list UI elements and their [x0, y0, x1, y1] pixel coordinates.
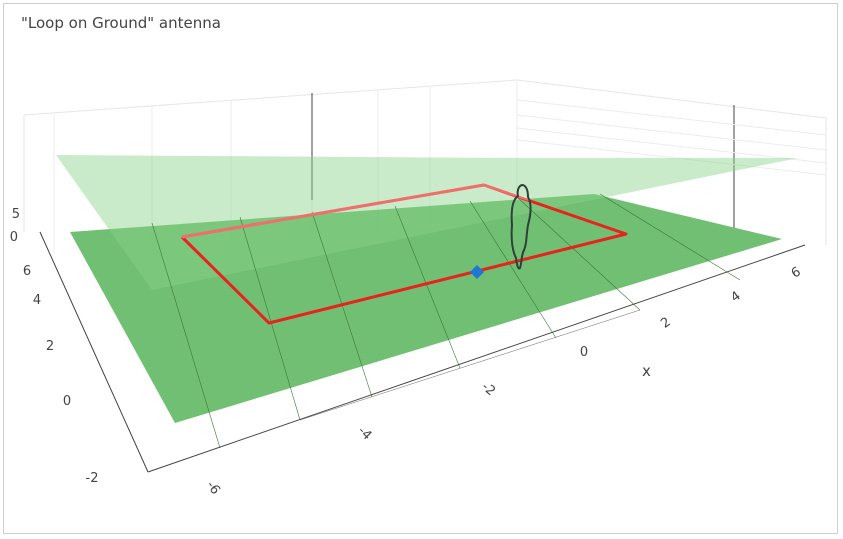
y-tick-label: 6 [23, 264, 31, 279]
floor-grid-line [516, 196, 641, 311]
y-tick-label: 0 [63, 394, 71, 409]
ground-plane [70, 194, 782, 423]
antenna-loop [180, 183, 628, 325]
side-grid-line [516, 114, 827, 151]
side-grid-line [516, 139, 827, 176]
y-tick-label: 4 [33, 293, 41, 308]
x-axis-frame-line [147, 244, 806, 473]
back-wall-top-edge [23, 79, 518, 116]
back-grid [23, 79, 827, 253]
side-grid-line [516, 99, 827, 136]
z-tick-label: 0 [10, 230, 18, 245]
x-tick-label: 2 [658, 315, 673, 332]
upper-plane [56, 155, 798, 290]
x-tick-label: -2 [478, 379, 498, 399]
floor-grid-line [151, 222, 221, 449]
floor-diagonal [299, 309, 641, 421]
floor-grid-line [599, 193, 741, 281]
y-tick-label: 2 [46, 339, 54, 354]
z-axis-ticks: 05 [10, 207, 20, 245]
feed-point-marker[interactable] [470, 265, 484, 279]
chart-title: "Loop on Ground" antenna [21, 14, 221, 32]
antenna-loop-back [181, 183, 531, 239]
y-axis-ticks: -2 0 2 46 [23, 264, 99, 486]
floor-grid-line [239, 216, 301, 421]
side-wall-top-edge [516, 79, 827, 119]
y-tick-label: -2 [86, 471, 99, 486]
x-axis-title: x [642, 362, 651, 380]
floor-grid-line [394, 205, 461, 369]
x-tick-label: -4 [355, 424, 375, 444]
human-figure [510, 183, 532, 270]
floor-grid [39, 193, 806, 473]
side-grid-line [516, 127, 827, 164]
y-axis-frame-line [39, 231, 149, 473]
floor-grid-line [469, 200, 557, 339]
x-tick-label: 6 [789, 264, 804, 281]
x-tick-label: -6 [203, 478, 223, 497]
x-tick-label: 4 [728, 289, 743, 306]
z-tick-label: 5 [12, 207, 20, 222]
x-tick-label: 0 [580, 345, 588, 360]
